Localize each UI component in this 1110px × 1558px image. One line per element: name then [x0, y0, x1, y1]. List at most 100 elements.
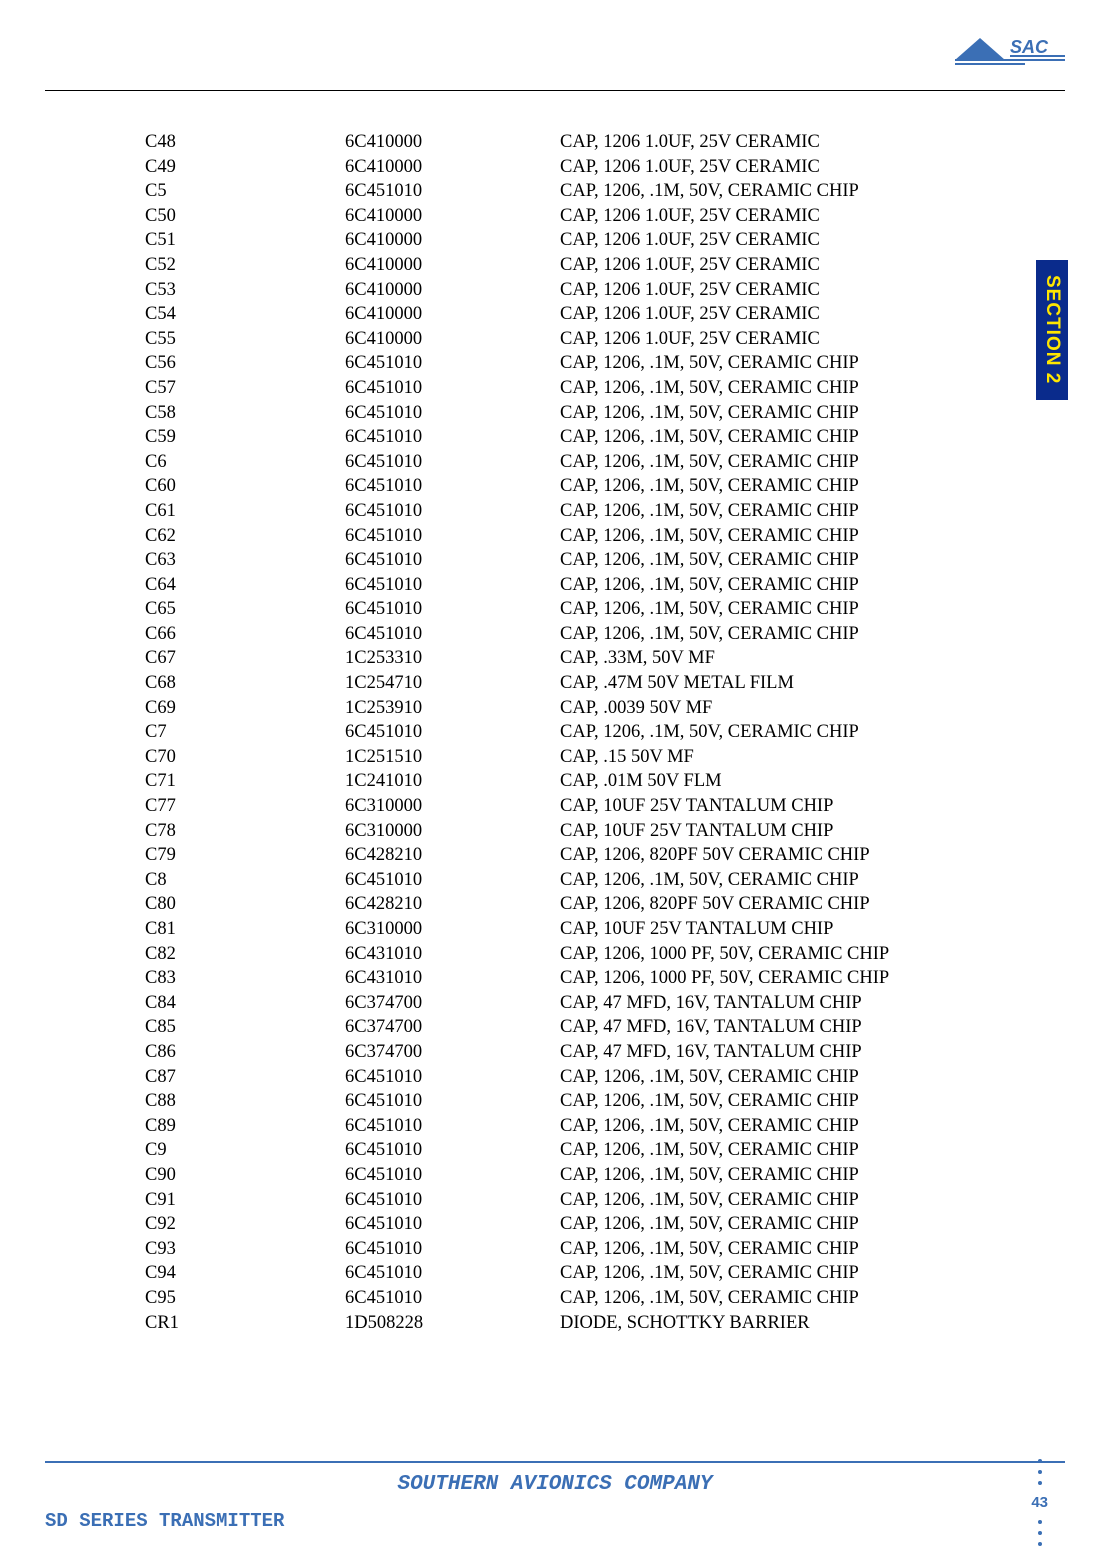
- table-row: C836C431010CAP, 1206, 1000 PF, 50V, CERA…: [145, 966, 950, 991]
- table-row: C636C451010CAP, 1206, .1M, 50V, CERAMIC …: [145, 548, 950, 573]
- ref-designator: C5: [145, 179, 345, 204]
- part-number: 1C253910: [345, 696, 560, 721]
- part-number: 6C451010: [345, 573, 560, 598]
- description: CAP, 1206 1.0UF, 25V CERAMIC: [560, 155, 950, 180]
- ref-designator: C61: [145, 499, 345, 524]
- part-number: 6C410000: [345, 228, 560, 253]
- part-number: 6C451010: [345, 1188, 560, 1213]
- table-row: C86C451010CAP, 1206, .1M, 50V, CERAMIC C…: [145, 868, 950, 893]
- table-row: C856C374700CAP, 47 MFD, 16V, TANTALUM CH…: [145, 1015, 950, 1040]
- dot: [1038, 1531, 1042, 1535]
- ref-designator: C85: [145, 1015, 345, 1040]
- ref-designator: C77: [145, 794, 345, 819]
- table-row: C96C451010CAP, 1206, .1M, 50V, CERAMIC C…: [145, 1138, 950, 1163]
- description: CAP, 1206, .1M, 50V, CERAMIC CHIP: [560, 1114, 950, 1139]
- description: CAP, 47 MFD, 16V, TANTALUM CHIP: [560, 991, 950, 1016]
- part-number: 6C451010: [345, 1286, 560, 1311]
- table-row: C486C410000CAP, 1206 1.0UF, 25V CERAMIC: [145, 130, 950, 155]
- description: CAP, 1206 1.0UF, 25V CERAMIC: [560, 204, 950, 229]
- ref-designator: C92: [145, 1212, 345, 1237]
- logo-svg: SAC: [955, 28, 1065, 68]
- description: CAP, 1206, .1M, 50V, CERAMIC CHIP: [560, 499, 950, 524]
- table-row: C916C451010CAP, 1206, .1M, 50V, CERAMIC …: [145, 1188, 950, 1213]
- part-number: 6C451010: [345, 524, 560, 549]
- ref-designator: C52: [145, 253, 345, 278]
- part-number: 6C451010: [345, 622, 560, 647]
- part-number: 6C374700: [345, 1015, 560, 1040]
- ref-designator: C89: [145, 1114, 345, 1139]
- svg-text:SAC: SAC: [1010, 37, 1049, 57]
- table-row: C656C451010CAP, 1206, .1M, 50V, CERAMIC …: [145, 597, 950, 622]
- part-number: 6C374700: [345, 991, 560, 1016]
- ref-designator: C79: [145, 843, 345, 868]
- part-number: 6C451010: [345, 474, 560, 499]
- part-number: 6C451010: [345, 1237, 560, 1262]
- part-number: 6C451010: [345, 1138, 560, 1163]
- table-row: C536C410000CAP, 1206 1.0UF, 25V CERAMIC: [145, 278, 950, 303]
- page-number: 43: [1031, 1494, 1048, 1511]
- part-number: 6C410000: [345, 155, 560, 180]
- description: CAP, 10UF 25V TANTALUM CHIP: [560, 917, 950, 942]
- description: CAP, 47 MFD, 16V, TANTALUM CHIP: [560, 1040, 950, 1065]
- ref-designator: C78: [145, 819, 345, 844]
- description: CAP, 1206, .1M, 50V, CERAMIC CHIP: [560, 1065, 950, 1090]
- ref-designator: C82: [145, 942, 345, 967]
- description: CAP, .33M, 50V MF: [560, 646, 950, 671]
- part-number: 6C451010: [345, 597, 560, 622]
- dot: [1038, 1542, 1042, 1546]
- part-number: 6C410000: [345, 253, 560, 278]
- table-row: C76C451010CAP, 1206, .1M, 50V, CERAMIC C…: [145, 720, 950, 745]
- description: CAP, 1206, .1M, 50V, CERAMIC CHIP: [560, 548, 950, 573]
- ref-designator: C49: [145, 155, 345, 180]
- table-row: C806C428210CAP, 1206, 820PF 50V CERAMIC …: [145, 892, 950, 917]
- part-number: 6C310000: [345, 819, 560, 844]
- table-row: C956C451010CAP, 1206, .1M, 50V, CERAMIC …: [145, 1286, 950, 1311]
- description: CAP, 1206, .1M, 50V, CERAMIC CHIP: [560, 1286, 950, 1311]
- part-number: 6C451010: [345, 1261, 560, 1286]
- ref-designator: C51: [145, 228, 345, 253]
- description: CAP, 1206 1.0UF, 25V CERAMIC: [560, 278, 950, 303]
- part-number: 6C451010: [345, 450, 560, 475]
- dot: [1038, 1520, 1042, 1524]
- ref-designator: C68: [145, 671, 345, 696]
- part-number: 1C241010: [345, 769, 560, 794]
- part-number: 6C410000: [345, 302, 560, 327]
- ref-designator: C54: [145, 302, 345, 327]
- description: CAP, 1206, 1000 PF, 50V, CERAMIC CHIP: [560, 966, 950, 991]
- description: CAP, 1206, .1M, 50V, CERAMIC CHIP: [560, 1163, 950, 1188]
- ref-designator: C81: [145, 917, 345, 942]
- table-row: C586C451010CAP, 1206, .1M, 50V, CERAMIC …: [145, 401, 950, 426]
- ref-designator: C48: [145, 130, 345, 155]
- ref-designator: C57: [145, 376, 345, 401]
- parts-table: C486C410000CAP, 1206 1.0UF, 25V CERAMICC…: [145, 130, 950, 1335]
- table-row: C866C374700CAP, 47 MFD, 16V, TANTALUM CH…: [145, 1040, 950, 1065]
- table-row: C666C451010CAP, 1206, .1M, 50V, CERAMIC …: [145, 622, 950, 647]
- ref-designator: C65: [145, 597, 345, 622]
- table-row: C906C451010CAP, 1206, .1M, 50V, CERAMIC …: [145, 1163, 950, 1188]
- part-number: 6C410000: [345, 278, 560, 303]
- footer-company: SOUTHERN AVIONICS COMPANY: [0, 1473, 1110, 1496]
- description: CAP, 1206, .1M, 50V, CERAMIC CHIP: [560, 179, 950, 204]
- table-row: C606C451010CAP, 1206, .1M, 50V, CERAMIC …: [145, 474, 950, 499]
- ref-designator: C58: [145, 401, 345, 426]
- part-number: 6C451010: [345, 720, 560, 745]
- ref-designator: C53: [145, 278, 345, 303]
- part-number: 6C374700: [345, 1040, 560, 1065]
- part-number: 6C451010: [345, 868, 560, 893]
- description: CAP, 1206, .1M, 50V, CERAMIC CHIP: [560, 720, 950, 745]
- description: CAP, .47M 50V METAL FILM: [560, 671, 950, 696]
- ref-designator: C66: [145, 622, 345, 647]
- ref-designator: C91: [145, 1188, 345, 1213]
- table-row: C711C241010CAP, .01M 50V FLM: [145, 769, 950, 794]
- ref-designator: C86: [145, 1040, 345, 1065]
- part-number: 6C451010: [345, 179, 560, 204]
- part-number: 1D508228: [345, 1311, 560, 1336]
- part-number: 6C431010: [345, 966, 560, 991]
- description: CAP, 1206 1.0UF, 25V CERAMIC: [560, 130, 950, 155]
- part-number: 6C451010: [345, 1114, 560, 1139]
- table-row: C886C451010CAP, 1206, .1M, 50V, CERAMIC …: [145, 1089, 950, 1114]
- part-number: 6C451010: [345, 401, 560, 426]
- part-number: 6C451010: [345, 499, 560, 524]
- description: CAP, 1206, .1M, 50V, CERAMIC CHIP: [560, 868, 950, 893]
- description: CAP, 1206, .1M, 50V, CERAMIC CHIP: [560, 351, 950, 376]
